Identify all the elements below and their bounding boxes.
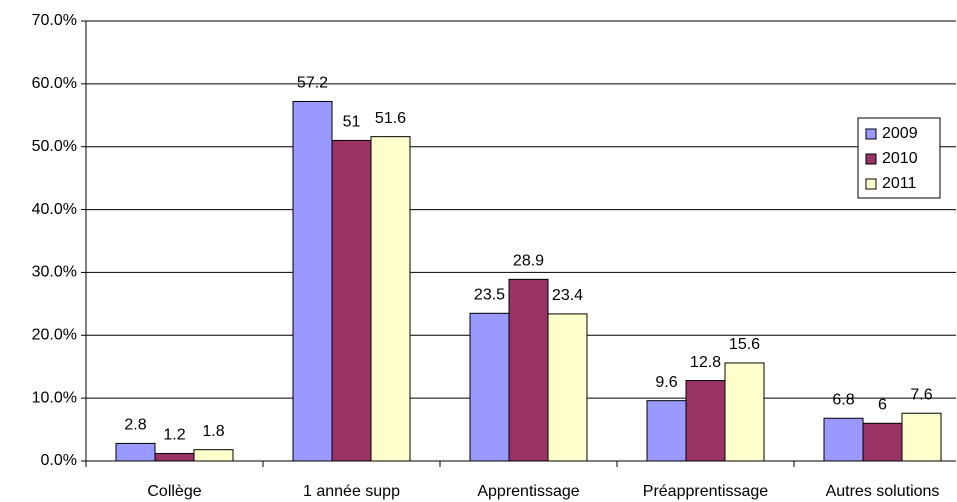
legend-swatch [865,153,877,165]
legend-swatch [865,128,877,140]
x-tick-label: Préapprentissage [643,483,769,500]
data-label: 1.8 [202,423,224,440]
data-label: 51 [343,114,361,131]
bar [115,442,156,462]
y-tick-label: 70.0% [32,12,77,29]
data-label: 9.6 [655,374,677,391]
bar [508,278,549,462]
y-tick-label: 50.0% [32,138,77,155]
data-label: 57.2 [297,75,328,92]
x-tick-label: Apprentissage [477,483,579,500]
data-label: 1.2 [163,427,185,444]
y-tick-label: 40.0% [32,201,77,218]
bar [685,380,726,462]
data-label: 23.5 [474,287,505,304]
data-label: 7.6 [910,386,932,403]
data-label: 2.8 [124,417,146,434]
legend-label: 2009 [882,125,918,142]
legend-label: 2011 [882,175,917,192]
y-tick-label: 20.0% [32,327,77,344]
data-label: 51.6 [375,110,406,127]
bar [646,400,687,462]
bar [547,313,588,462]
legend-label: 2010 [882,150,918,167]
y-tick-label: 60.0% [32,75,77,92]
bar [724,362,765,462]
data-label: 15.6 [729,336,760,353]
x-tick-label: 1 année supp [303,483,400,500]
data-label: 6.8 [832,391,854,408]
y-tick-label: 0.0% [41,452,77,469]
bar [331,139,372,462]
x-tick-label: Collège [147,483,201,500]
data-label: 12.8 [690,354,721,371]
bar [862,422,903,462]
data-label: 6 [878,397,887,414]
data-label: 23.4 [552,287,583,304]
bar [292,100,333,462]
bar [370,136,411,462]
x-tick-label: Autres solutions [826,483,940,500]
y-tick-label: 10.0% [32,389,77,406]
legend-swatch [865,178,877,190]
y-tick-label: 30.0% [32,264,77,281]
bar [823,417,864,462]
bar [154,452,195,462]
bar [901,412,942,462]
bar [469,312,510,462]
bar [193,449,234,462]
data-label: 28.9 [513,253,544,270]
